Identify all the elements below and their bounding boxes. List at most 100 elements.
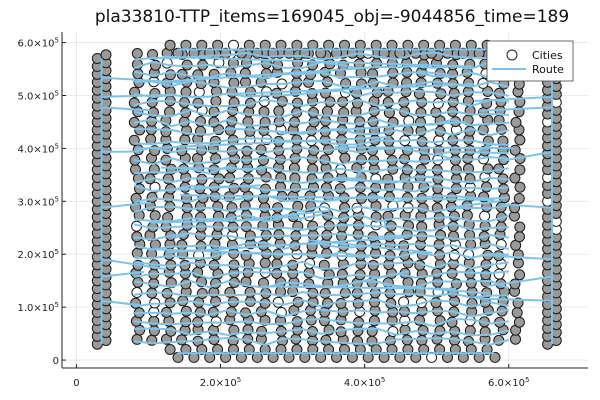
x-axis-ticks: 0 2.0×105 4.0×105 6.0×105 bbox=[73, 364, 529, 389]
route-segment bbox=[134, 165, 509, 175]
legend: Cities Route bbox=[486, 40, 574, 82]
city-point bbox=[369, 296, 380, 308]
city-point bbox=[320, 182, 332, 194]
route-segment bbox=[486, 275, 553, 288]
route-segment bbox=[307, 239, 433, 254]
city-point bbox=[370, 182, 382, 194]
route-segment bbox=[133, 98, 509, 108]
city-point bbox=[319, 287, 331, 299]
route-segment bbox=[101, 93, 177, 98]
city-point bbox=[399, 315, 411, 327]
city-point bbox=[464, 144, 476, 156]
city-point bbox=[339, 287, 351, 299]
city-point bbox=[224, 172, 236, 184]
route-segment bbox=[134, 251, 509, 260]
route-segment bbox=[133, 270, 509, 280]
route-segment bbox=[101, 299, 142, 307]
route-segment bbox=[133, 156, 509, 166]
city-point bbox=[323, 344, 335, 355]
route-segment bbox=[500, 203, 553, 209]
city-point bbox=[335, 297, 347, 309]
city-point bbox=[180, 316, 192, 328]
city-point bbox=[497, 135, 509, 147]
city-point bbox=[457, 47, 469, 59]
route-segment bbox=[417, 70, 450, 76]
route-segment bbox=[481, 254, 553, 261]
city-point bbox=[336, 221, 348, 233]
route-segment bbox=[435, 152, 457, 162]
city-point bbox=[465, 277, 477, 289]
y-tick-label: 2.0×105 bbox=[18, 248, 59, 261]
city-point bbox=[433, 239, 445, 251]
route-segment bbox=[133, 146, 509, 156]
city-point bbox=[320, 334, 332, 346]
route-segment bbox=[355, 166, 366, 178]
city-point bbox=[419, 153, 431, 165]
city-point bbox=[176, 239, 188, 251]
city-point bbox=[514, 269, 526, 281]
route-segment bbox=[134, 137, 509, 146]
route-segment bbox=[133, 89, 509, 99]
city-point bbox=[510, 116, 522, 128]
city-point bbox=[224, 124, 236, 136]
city-point bbox=[181, 59, 193, 71]
city-point bbox=[228, 344, 239, 355]
city-point bbox=[449, 144, 461, 156]
city-point bbox=[273, 105, 285, 117]
route-segment bbox=[160, 67, 360, 83]
city-point bbox=[489, 351, 501, 363]
route-segment bbox=[133, 232, 509, 241]
x-tick-label: 4.0×105 bbox=[344, 376, 385, 389]
city-point bbox=[356, 154, 367, 166]
route-segment bbox=[133, 222, 509, 232]
city-point bbox=[418, 344, 430, 355]
city-point bbox=[339, 152, 351, 164]
route-segment bbox=[162, 55, 474, 68]
city-point bbox=[100, 49, 112, 61]
city-point bbox=[291, 344, 303, 355]
city-point bbox=[180, 305, 192, 317]
city-point bbox=[481, 181, 492, 193]
city-point bbox=[366, 325, 378, 337]
city-point bbox=[289, 182, 301, 194]
route-segment bbox=[133, 318, 509, 328]
route-segment bbox=[314, 178, 433, 184]
city-point bbox=[367, 259, 379, 271]
city-point bbox=[354, 116, 366, 128]
city-point bbox=[480, 269, 492, 281]
city-point bbox=[147, 49, 158, 60]
city-point bbox=[450, 278, 462, 290]
route-segment bbox=[502, 150, 553, 162]
route-segment bbox=[133, 118, 509, 128]
legend-cities-marker bbox=[506, 49, 518, 61]
route-segment bbox=[337, 270, 410, 288]
city-point bbox=[402, 344, 414, 355]
route-segment bbox=[133, 70, 509, 80]
city-point bbox=[336, 268, 348, 280]
route-segment bbox=[171, 234, 186, 239]
route-segment bbox=[101, 201, 151, 209]
route-segment bbox=[476, 297, 553, 302]
city-point bbox=[339, 344, 350, 355]
legend-cities-label: Cities bbox=[532, 49, 563, 62]
city-point bbox=[148, 325, 160, 337]
route-segment bbox=[449, 200, 501, 209]
route-segment bbox=[133, 336, 509, 347]
city-point bbox=[387, 67, 399, 79]
city-point bbox=[181, 211, 193, 223]
city-point bbox=[449, 344, 461, 355]
city-point bbox=[514, 134, 526, 146]
city-point bbox=[435, 229, 446, 241]
city-point bbox=[514, 164, 526, 176]
route-segment bbox=[101, 106, 152, 112]
city-point bbox=[509, 172, 521, 184]
y-tick-label: 4.0×105 bbox=[18, 142, 59, 155]
route-segment bbox=[134, 213, 509, 223]
city-point bbox=[513, 316, 525, 328]
city-point bbox=[164, 39, 176, 51]
city-point bbox=[416, 334, 428, 346]
route-segment bbox=[334, 146, 514, 150]
x-tick-label: 6.0×105 bbox=[488, 376, 529, 389]
route-segment bbox=[133, 241, 509, 251]
city-point bbox=[196, 288, 208, 299]
